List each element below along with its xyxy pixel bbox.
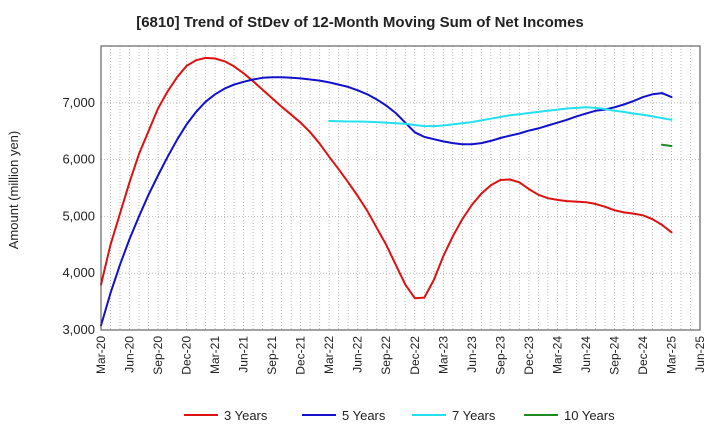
- x-tick-label: Sep-23: [493, 336, 507, 375]
- x-tick-label: Sep-22: [379, 336, 393, 375]
- series-line-10-years: [661, 143, 673, 147]
- y-tick-label: 5,000: [62, 208, 95, 223]
- x-tick-label: Jun-22: [351, 336, 365, 373]
- x-tick-label: Dec-20: [180, 336, 194, 375]
- x-tick-label: Sep-24: [607, 336, 621, 375]
- x-tick-label: Sep-20: [151, 336, 165, 375]
- x-tick-label: Jun-23: [465, 336, 479, 373]
- legend-label-10-years: 10 Years: [564, 408, 615, 423]
- legend-label-3-years: 3 Years: [224, 408, 268, 423]
- y-tick-label: 7,000: [62, 95, 95, 110]
- legend-label-5-years: 5 Years: [342, 408, 386, 423]
- y-axis-label: Amount (million yen): [6, 131, 21, 250]
- series-line-7-years: [328, 106, 673, 128]
- y-tick-label: 6,000: [62, 152, 95, 167]
- y-tick-label: 3,000: [62, 322, 95, 337]
- plot-border: [100, 45, 701, 331]
- axes: [100, 45, 701, 331]
- x-tick-labels: Mar-20 Jun-20 Sep-20 Dec-20 Mar-21 Jun-21 Sep-…: [94, 336, 707, 375]
- x-tick-label: Dec-21: [294, 336, 308, 375]
- plot-area: [101, 46, 700, 330]
- x-tick-label: Jun-20: [123, 336, 137, 373]
- plot-background: [101, 46, 700, 330]
- chart-title: [6810] Trend of StDev of 12-Month Moving…: [136, 14, 584, 31]
- x-tick-label: Mar-23: [436, 336, 450, 374]
- series-line-3-years: [100, 56, 673, 300]
- x-tick-label: Dec-24: [636, 336, 650, 375]
- x-tick-label: Mar-21: [208, 336, 222, 374]
- x-tick-label: Jun-24: [579, 336, 593, 373]
- y-tick-label: 4,000: [62, 265, 95, 280]
- legend-label-7-years: 7 Years: [452, 408, 496, 423]
- x-tick-label: Sep-21: [265, 336, 279, 375]
- x-tick-label: Dec-23: [522, 336, 536, 375]
- series-line-5-years: [100, 76, 673, 327]
- x-tick-label: Jun-25: [693, 336, 707, 373]
- x-tick-label: Mar-25: [664, 336, 678, 374]
- x-tick-label: Jun-21: [237, 336, 251, 373]
- x-tick-label: Mar-22: [322, 336, 336, 374]
- x-tick-label: Mar-24: [550, 336, 564, 374]
- series-layer: [100, 56, 673, 327]
- x-tick-label: Mar-20: [94, 336, 108, 374]
- y-tick-labels: 3,000 4,000 5,000 6,000 7,000: [62, 95, 95, 337]
- x-tick-label: Dec-22: [408, 336, 422, 375]
- legend: 3 Years 5 Years 7 Years 10 Years: [184, 408, 615, 423]
